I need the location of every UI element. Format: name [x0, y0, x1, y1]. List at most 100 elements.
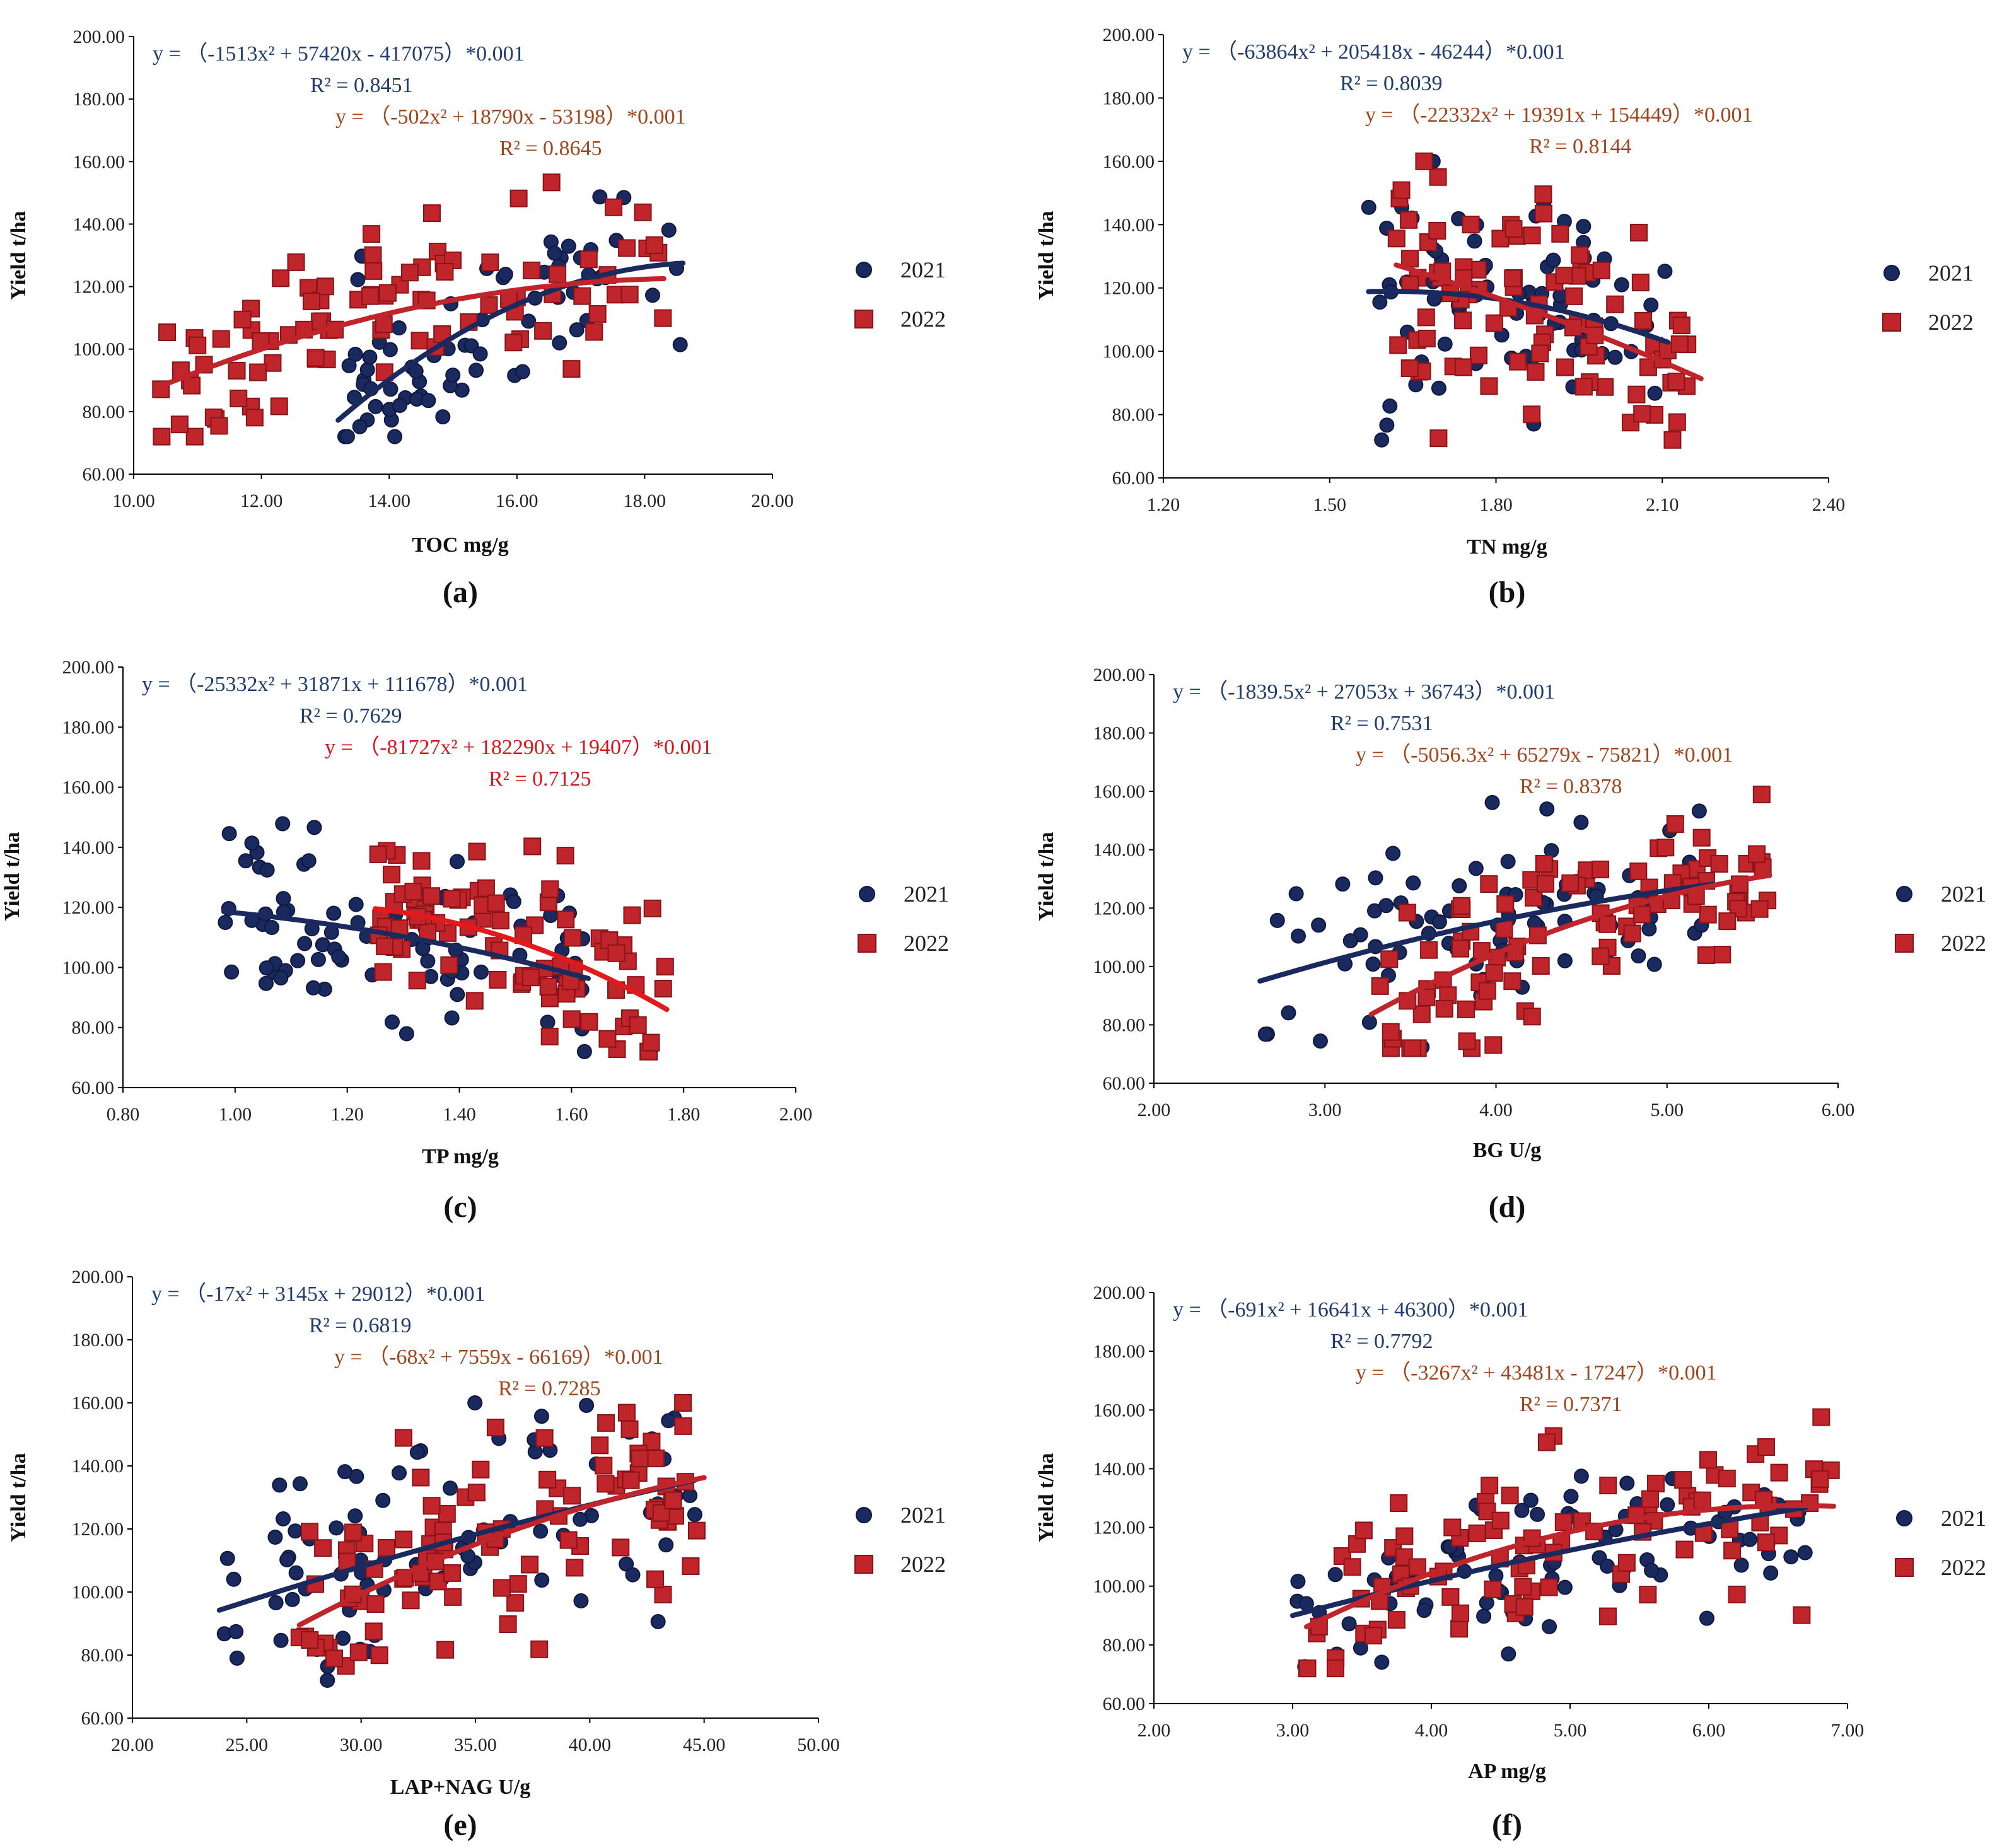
point-2021: [391, 1465, 407, 1481]
point-2021: [1468, 861, 1484, 876]
point-2021: [273, 970, 289, 986]
point-2022: [1454, 358, 1472, 376]
point-2021: [350, 272, 366, 288]
trendline-2021: [1257, 881, 1716, 984]
panel-d: 60.00 80.00 100.00 120.00 140.00 160.00 180.00…: [1035, 665, 1986, 1224]
point-2022: [1710, 855, 1728, 873]
point-2021: [1500, 854, 1516, 869]
point-2022: [1633, 905, 1651, 924]
point-2022: [316, 277, 334, 296]
y-tick-label: 160.00: [1093, 1400, 1146, 1421]
legend-label-2021: 2021: [1941, 1506, 1986, 1531]
point-2022: [1326, 1659, 1344, 1678]
point-2022: [1443, 1518, 1462, 1537]
x-axis-label: TP mg/g: [422, 1145, 499, 1168]
point-2021: [1619, 1475, 1635, 1491]
point-2022: [588, 305, 607, 323]
point-2021: [1341, 1616, 1357, 1632]
point-2022: [1458, 1032, 1476, 1050]
point-2022: [376, 937, 394, 955]
y-tick-label: 120.00: [1103, 278, 1155, 299]
point-2021: [468, 363, 484, 378]
x-tick-label: 1.80: [1479, 494, 1513, 515]
point-2021: [561, 238, 576, 254]
point-2021: [1644, 1562, 1660, 1578]
point-2021: [362, 349, 378, 365]
point-2022: [1599, 1607, 1617, 1625]
point-2022: [158, 323, 177, 342]
point-2022: [1485, 314, 1503, 332]
y-tick-label: 140.00: [1103, 214, 1155, 235]
legend-label-2022: 2022: [904, 931, 949, 956]
equation-2022: y = （-5056.3x² + 65279x - 75821）*0.001: [1356, 743, 1733, 767]
r2-2022: R² = 0.8645: [499, 137, 602, 160]
y-tick-label: 120.00: [1093, 1518, 1146, 1538]
point-2022: [1627, 385, 1646, 404]
point-2022: [1395, 1548, 1413, 1566]
y-tick-label: 60.00: [83, 464, 125, 485]
y-tick-label: 60.00: [72, 1078, 115, 1098]
point-2022: [620, 1420, 639, 1438]
legend-marker-2021: [1896, 886, 1912, 902]
point-2022: [412, 1468, 430, 1487]
point-2022: [563, 1487, 581, 1505]
point-2022: [1598, 915, 1617, 933]
point-2022: [1441, 1588, 1460, 1606]
point-2022: [646, 1570, 665, 1588]
point-2021: [506, 893, 521, 909]
point-2022: [1429, 429, 1448, 448]
point-2022: [1592, 261, 1610, 279]
y-tick-label: 100.00: [1103, 341, 1155, 362]
x-tick-label: 18.00: [624, 491, 666, 511]
point-2022: [549, 265, 567, 283]
legend-marker-2021: [856, 262, 872, 278]
point-2021: [1452, 878, 1467, 893]
y-tick-label: 200.00: [1093, 665, 1146, 685]
points-group: [152, 173, 688, 446]
point-2021: [392, 397, 408, 413]
point-2021: [218, 914, 233, 930]
point-2022: [566, 1559, 584, 1577]
point-2022: [617, 1403, 636, 1422]
legend-label-2021: 2021: [900, 1502, 946, 1528]
points-group: [218, 816, 674, 1061]
point-2022: [647, 1450, 665, 1468]
point-2022: [623, 906, 641, 924]
point-2022: [654, 309, 672, 327]
equation-2022: y = （-3267x² + 43481x - 17247）*0.001: [1356, 1361, 1717, 1385]
legend-label-2022: 2022: [900, 306, 946, 332]
trendline-2021: [335, 260, 686, 423]
trendline-2022: [296, 1475, 707, 1628]
r2-2022: R² = 0.8378: [1520, 775, 1622, 798]
point-2021: [1563, 1489, 1579, 1504]
point-2021: [552, 335, 567, 351]
point-2022: [1721, 1520, 1739, 1538]
point-2022: [1556, 358, 1574, 376]
point-2021: [1599, 1559, 1615, 1574]
points-group: [1257, 786, 1777, 1057]
x-tick-label: 16.00: [496, 491, 538, 511]
point-2021: [1281, 1005, 1296, 1021]
point-2021: [1372, 294, 1388, 310]
point-2022: [645, 236, 663, 254]
point-2022: [1491, 230, 1510, 248]
point-2021: [1542, 1618, 1557, 1634]
point-2022: [1692, 828, 1711, 847]
y-tick-label: 100.00: [62, 957, 115, 978]
point-2022: [467, 1484, 486, 1502]
point-2022: [472, 1460, 490, 1479]
y-tick-label: 180.00: [72, 1330, 124, 1351]
point-2022: [1663, 431, 1682, 449]
legend-label-2021: 2021: [900, 257, 946, 282]
point-2022: [370, 1646, 388, 1665]
trendline-2022: [1394, 262, 1704, 381]
point-2022: [1515, 1598, 1534, 1616]
y-tick-label: 80.00: [1103, 1014, 1146, 1035]
point-2021: [387, 429, 403, 445]
y-tick-label: 180.00: [1103, 88, 1155, 108]
panel-label: (d): [1489, 1190, 1526, 1224]
y-tick-label: 160.00: [1103, 151, 1155, 172]
point-2021: [1614, 277, 1629, 293]
point-2021: [383, 381, 399, 397]
legend-marker-2022: [1895, 934, 1914, 953]
